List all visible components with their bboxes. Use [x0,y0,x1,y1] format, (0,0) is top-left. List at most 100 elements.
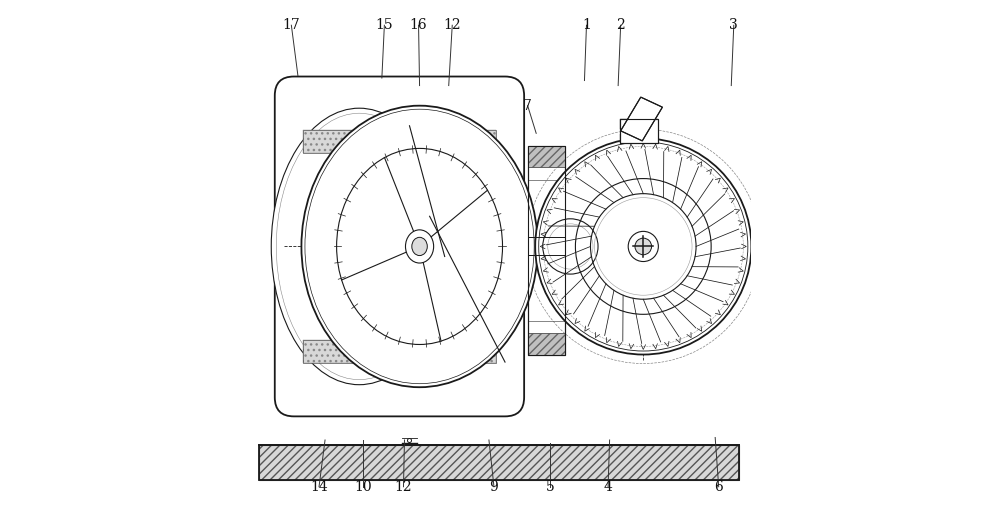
Point [412,216,428,225]
Point [353,153,369,162]
Point [444,248,460,256]
Point [449,120,465,128]
Point [477,338,493,346]
Point [467,128,483,136]
Bar [528,146,565,354]
Point [546,322,562,330]
Point [445,246,461,254]
Point [407,127,423,135]
Point [451,253,467,261]
Point [317,206,333,214]
Point [316,291,332,299]
Point [465,323,481,331]
Ellipse shape [405,230,434,263]
Circle shape [543,219,598,274]
Point [386,339,402,347]
Point [365,286,381,294]
Point [460,299,476,307]
Point [367,148,383,156]
Circle shape [628,231,658,262]
Point [338,141,354,149]
Point [378,133,394,141]
Point [536,254,552,263]
Point [541,220,557,228]
Point [321,239,337,247]
Point [309,334,325,343]
Bar [528,146,565,354]
Point [428,237,444,245]
Point [404,133,420,142]
Point [392,193,408,201]
Point [446,141,462,149]
Point [410,138,426,146]
Point [302,306,318,314]
Point [351,347,367,356]
Point [303,346,319,354]
Point [430,142,446,150]
Point [550,174,566,182]
Point [467,330,483,339]
Point [554,198,570,206]
Point [365,319,381,327]
Point [536,300,552,308]
Point [396,156,412,165]
Text: 14: 14 [310,480,328,494]
Point [351,270,367,279]
Point [312,373,328,382]
Point [339,224,355,232]
Point [437,313,453,321]
Point [444,251,460,259]
Point [537,188,553,196]
Point [482,261,498,269]
Point [368,139,384,147]
Point [447,317,463,325]
Point [340,224,356,232]
Point [314,215,330,224]
Point [473,112,489,121]
Point [394,160,410,168]
Point [446,203,462,211]
Point [430,180,446,188]
Point [460,345,476,353]
Point [305,219,321,227]
Point [307,190,323,199]
Point [314,126,330,134]
Point [360,244,376,252]
Text: 7: 7 [523,98,532,113]
Point [464,189,480,197]
Point [478,168,494,176]
Point [461,126,477,134]
Point [440,150,456,158]
Point [530,321,546,329]
Point [414,188,430,196]
Text: 2: 2 [616,18,625,32]
Point [464,231,480,239]
Circle shape [635,238,652,255]
Point [466,343,482,351]
Point [467,309,483,317]
Point [380,108,396,116]
Point [367,175,383,184]
Point [529,198,545,206]
Point [423,302,439,310]
Point [406,196,422,205]
Point [535,321,551,329]
Point [536,185,552,193]
Point [359,209,375,218]
Point [351,261,367,269]
Point [396,196,412,204]
Point [415,216,431,224]
Text: 1: 1 [582,18,591,32]
Point [463,345,479,353]
Point [331,270,347,279]
Point [405,267,421,275]
Point [479,243,495,251]
Point [345,255,361,264]
Point [548,260,564,268]
Point [446,335,462,343]
Point [313,343,329,351]
Point [459,253,475,262]
Point [370,121,386,129]
Point [300,107,316,115]
Point [314,221,330,229]
